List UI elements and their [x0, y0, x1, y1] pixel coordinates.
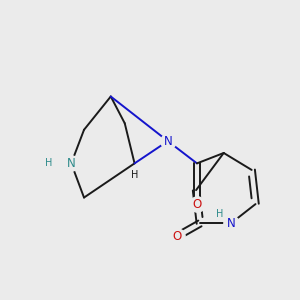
- Text: N: N: [67, 157, 76, 170]
- Text: H: H: [216, 209, 223, 220]
- Text: O: O: [173, 230, 182, 243]
- Text: N: N: [164, 135, 172, 148]
- Text: N: N: [226, 217, 235, 230]
- Text: O: O: [192, 198, 202, 211]
- Text: H: H: [45, 158, 52, 168]
- Text: H: H: [131, 170, 138, 180]
